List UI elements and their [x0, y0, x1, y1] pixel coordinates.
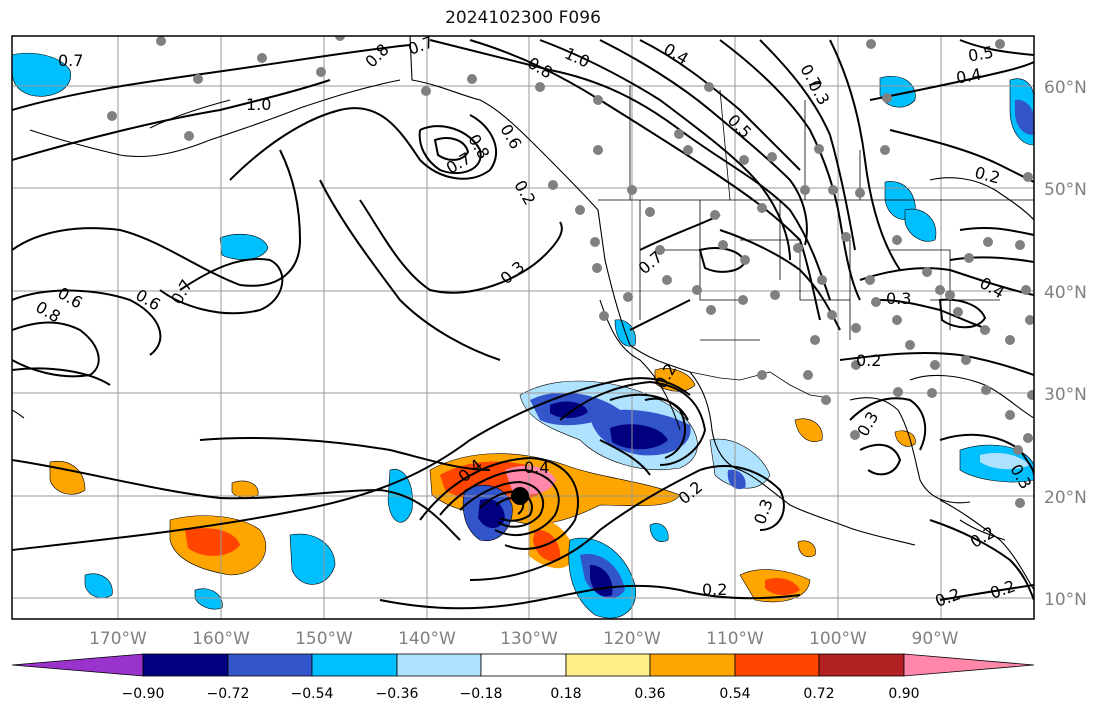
contour-label: 0.2 — [988, 576, 1018, 603]
colorbar-tick-label: −0.18 — [460, 686, 503, 702]
contour-label: 0.6 — [496, 121, 525, 153]
colorbar-tick-label: −0.36 — [376, 686, 419, 702]
colorbar-tick-label: 0.36 — [634, 686, 665, 702]
storm-center-marker — [511, 487, 529, 505]
station-markers — [107, 36, 1034, 508]
contour-label: 0.4 — [524, 458, 549, 477]
colorbar-ticks: −0.90 −0.72 −0.54 −0.36 −0.18 0.18 0.36 … — [122, 686, 920, 702]
latitude-labels: 60°N 50°N 40°N 30°N 20°N 10°N — [1044, 78, 1087, 610]
colorbar-tick-label: −0.90 — [122, 686, 165, 702]
contour-label: 0.2 — [675, 477, 707, 508]
contour-label: 0.5 — [967, 42, 995, 65]
colorbar-segment — [480, 653, 567, 677]
contour-label: 0.3 — [750, 496, 777, 526]
colorbar-tick-label: −0.54 — [291, 686, 334, 702]
colorbar-tick-label: −0.72 — [207, 686, 250, 702]
contour-label: 0.2 — [702, 580, 727, 599]
longitude-labels: 170°W 160°W 150°W 140°W 130°W 120°W 110°… — [89, 629, 959, 649]
contour-label: 0.6 — [132, 285, 164, 314]
lon-label: 140°W — [398, 629, 456, 649]
lon-label: 110°W — [706, 629, 764, 649]
contour-label: 0.3 — [886, 289, 911, 308]
lat-label: 20°N — [1044, 488, 1087, 508]
lat-label: 40°N — [1044, 283, 1087, 303]
colorbar-segment — [565, 653, 651, 677]
lat-label: 50°N — [1044, 180, 1087, 200]
lat-label: 10°N — [1044, 590, 1087, 610]
contour-label: 0.4 — [660, 39, 692, 68]
lon-label: 130°W — [500, 629, 558, 649]
contour-lines — [12, 39, 1034, 610]
contour-label: 0.2 — [973, 163, 1003, 188]
contour-label: 1.0 — [562, 44, 593, 72]
colorbar-segment — [142, 653, 229, 677]
contour-label: 0.7 — [58, 51, 83, 70]
lon-label: 120°W — [603, 629, 661, 649]
colorbar-segment — [311, 653, 398, 677]
contour-label: 0.4 — [976, 273, 1008, 302]
colorbar-segment — [227, 653, 313, 677]
contour-label: 1.0 — [246, 95, 271, 114]
lon-label: 150°W — [295, 629, 353, 649]
colorbar-tick-label: 0.72 — [803, 686, 834, 702]
map-title: 2024102300 F096 — [445, 8, 601, 28]
colorbar-lower-extend — [11, 653, 144, 677]
coastlines — [12, 36, 1034, 591]
colorbar-tick-label: 0.90 — [888, 686, 919, 702]
lon-label: 90°W — [912, 629, 959, 649]
colorbar — [11, 653, 1035, 677]
lon-label: 170°W — [89, 629, 147, 649]
contour-label: 0.2 — [856, 351, 881, 370]
colorbar-segment — [818, 653, 905, 677]
lat-label: 30°N — [1044, 385, 1087, 405]
colorbar-tick-label: 0.54 — [719, 686, 750, 702]
colorbar-segment — [649, 653, 736, 677]
political-borders — [598, 85, 1034, 399]
contour-label: 0.2 — [933, 584, 963, 611]
colorbar-tick-label: 0.18 — [550, 686, 581, 702]
contour-label: 0.4 — [955, 64, 983, 87]
lon-label: 100°W — [809, 629, 867, 649]
lon-label: 160°W — [192, 629, 250, 649]
colorbar-segment — [734, 653, 820, 677]
contour-label: 0.5 — [724, 111, 755, 142]
colorbar-upper-extend — [903, 653, 1035, 677]
colorbar-segment — [396, 653, 482, 677]
lat-label: 60°N — [1044, 78, 1087, 98]
contour-label: 0.2 — [510, 177, 539, 209]
contour-label: 0.8 — [361, 40, 392, 71]
contour-label: 0.7 — [167, 276, 196, 308]
plot-frame — [11, 35, 1035, 620]
